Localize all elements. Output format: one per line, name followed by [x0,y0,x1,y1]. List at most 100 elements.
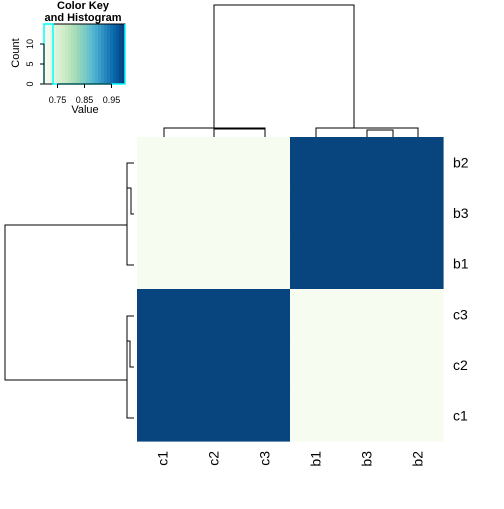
color-key-swatch [119,24,123,84]
heatmap-cell-b2-c3 [239,137,291,189]
heatmap-cell-b3-b3 [341,187,393,239]
heatmap-cell-c1-b3 [341,390,393,442]
heatmap-cell-c1-c3 [239,390,291,442]
heatmap-cell-c3-b1 [290,289,342,341]
heatmap-cell-b2-b3 [341,137,393,189]
color-key-swatch [101,24,105,84]
color-key-y-tick-label: 0 [25,81,35,86]
row-label-c1: c1 [453,408,468,424]
color-key-swatch [74,24,78,84]
column-labels: c1 c2 c3 b1 b3 b2 [155,451,426,467]
col-label-b1: b1 [308,451,324,467]
color-key-swatch [116,24,120,84]
color-key-swatch [62,24,66,84]
heatmap-cell-b1-c2 [188,238,240,290]
heatmap-cell-c3-b2 [392,289,444,341]
row-dendro-top-merge [126,162,134,266]
color-key-swatch [68,24,72,84]
color-key-swatch [95,24,99,84]
col-label-c1: c1 [155,451,171,466]
color-key-swatch [89,24,93,84]
color-key-y-tick-label: 5 [25,61,35,66]
color-key-swatch [80,24,84,84]
color-key-swatch [86,24,90,84]
row-dendro-root [4,224,127,381]
col-label-c3: c3 [257,451,273,466]
color-key-swatch [44,24,48,84]
color-key-histogram [43,23,126,85]
color-key-swatch [59,24,63,84]
color-key-swatch [53,24,57,84]
row-dendrogram [4,162,134,419]
heatmap-cell-b1-b2 [392,238,444,290]
color-key-swatch [47,24,51,84]
heatmap-cell-c3-b3 [341,289,393,341]
col-label-b2: b2 [410,451,426,467]
heatmap-cell-c3-c2 [188,289,240,341]
heatmap-cell-b3-c3 [239,187,291,239]
heatmap-cell-c3-c3 [239,289,291,341]
color-key-title: Color Key [57,0,110,12]
col-label-c2: c2 [206,451,222,466]
color-key: Color Key and Histogram 0 5 10 0.75 0.85 0.9… [10,0,126,116]
heatmap-cell-c2-c2 [188,339,240,391]
heatmap-cell-c2-c1 [137,339,189,391]
heatmap-cell-b2-b2 [392,137,444,189]
color-key-swatch [98,24,102,84]
heatmap-cell-c2-b2 [392,339,444,391]
row-label-b3: b3 [453,205,469,221]
color-key-x-axis: 0.75 0.85 0.95 [49,83,121,105]
histogram-line [43,23,126,85]
heatmap-cell-b3-b1 [290,187,342,239]
color-key-x-tick-label: 0.95 [103,95,121,105]
color-key-y-tick-label: 10 [25,39,35,49]
heatmap-cell-b3-c1 [137,187,189,239]
heatmap-cell-c1-b1 [290,390,342,442]
heatmap-cell-b2-c1 [137,137,189,189]
heatmap-cell-c1-c1 [137,390,189,442]
color-key-gradient [44,24,126,84]
heatmap-cell-b1-b1 [290,238,342,290]
color-key-swatch [92,24,96,84]
heatmap-cells [137,137,444,442]
color-key-swatch [113,24,117,84]
row-label-c3: c3 [453,306,468,322]
row-label-b2: b2 [453,154,469,170]
row-dendro-bottom-inner [127,340,134,368]
heatmap-cell-c2-c3 [239,339,291,391]
heatmap-cell-c3-c1 [137,289,189,341]
heatmap-cell-b3-b2 [392,187,444,239]
color-key-swatch [107,24,111,84]
heatmap-cell-b2-b1 [290,137,342,189]
color-key-swatch [65,24,69,84]
color-key-swatch [83,24,87,84]
color-key-xlabel: Value [71,104,98,116]
heatmap-cell-c1-b2 [392,390,444,442]
row-label-c2: c2 [453,357,468,373]
color-key-x-tick-label: 0.85 [76,95,94,105]
color-key-swatch [71,24,75,84]
color-key-swatch [56,24,60,84]
color-key-swatch [122,24,126,84]
row-label-b1: b1 [453,256,469,272]
col-label-b3: b3 [359,451,375,467]
heatmap-cell-b3-c2 [188,187,240,239]
color-key-x-tick-label: 0.75 [49,95,67,105]
heatmap-cell-b2-c2 [188,137,240,189]
color-key-swatch [50,24,54,84]
heatmap-cell-c1-c2 [188,390,240,442]
color-key-swatch [77,24,81,84]
row-labels: b2 b3 b1 c3 c2 c1 [453,154,469,423]
column-dendrogram [163,4,419,157]
heatmap-cell-b1-c3 [239,238,291,290]
row-dendro-top-inner [127,187,134,215]
heatmap-cell-b1-c1 [137,238,189,290]
heatmap-cell-b1-b3 [341,238,393,290]
color-key-swatch [104,24,108,84]
heatmap-cell-c2-b3 [341,339,393,391]
color-key-swatch [110,24,114,84]
color-key-ylabel: Count [10,38,22,67]
color-key-subtitle: and Histogram [44,12,121,24]
